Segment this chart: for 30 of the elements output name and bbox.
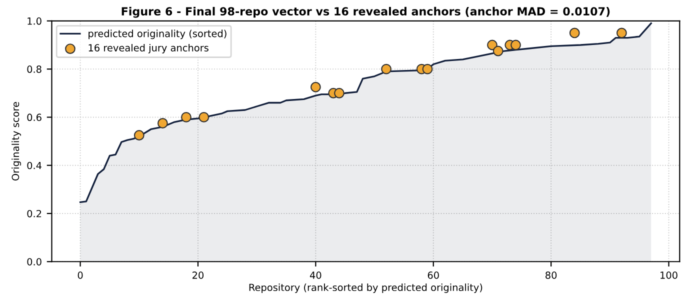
y-tick-label: 0.2 [27, 210, 42, 218]
y-tick-label: 0.4 [27, 162, 42, 170]
point [181, 112, 192, 122]
legend-label: 16 revealed jury anchors [88, 44, 208, 54]
point [157, 118, 168, 128]
point [569, 28, 580, 38]
point [198, 112, 210, 122]
y-axis-title: Originality score [12, 102, 22, 180]
y-tick-label: 0.8 [27, 66, 42, 73]
point [134, 130, 144, 140]
point [381, 64, 392, 74]
y-tick-label: 0.0 [27, 258, 42, 266]
y-tick-label: 1.0 [28, 17, 42, 25]
x-tick-label: 60 [428, 272, 439, 279]
point [334, 88, 344, 98]
x-tick-label: 80 [546, 272, 557, 279]
x-tick-label: 0 [78, 272, 83, 279]
point [510, 40, 521, 50]
x-tick-label: 40 [310, 272, 322, 279]
x-axis-title: Repository (rank-sorted by predicted originality) [249, 284, 482, 293]
point [492, 46, 504, 56]
legend-label: predicted originality (sorted) [88, 30, 226, 40]
point [422, 64, 433, 74]
chart-title: Figure 6 - Final 98-repo vector vs 16 revealed anchors (anchor MAD = 0.0107) [122, 6, 610, 18]
x-tick-label: 100 [660, 272, 678, 279]
point [487, 40, 498, 50]
y-tick-label: 0.6 [27, 114, 42, 122]
x-tick-label: 20 [192, 272, 204, 279]
point [616, 28, 627, 38]
point [310, 82, 321, 92]
